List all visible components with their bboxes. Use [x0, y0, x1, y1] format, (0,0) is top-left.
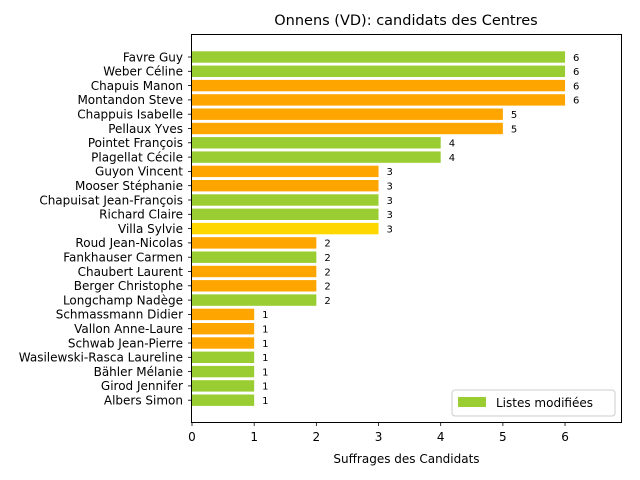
value-label: 3 — [387, 210, 393, 221]
y-tick-label: Berger Christophe — [74, 279, 183, 293]
value-label: 3 — [387, 182, 393, 193]
bar — [192, 94, 566, 106]
y-tick-label: Roud Jean-Nicolas — [75, 236, 183, 250]
bar — [192, 65, 566, 77]
y-tick-label: Longchamp Nadège — [63, 293, 183, 307]
bar — [192, 51, 566, 63]
x-tick-label: 1 — [250, 430, 258, 444]
value-label: 2 — [324, 253, 330, 264]
bars-group — [192, 51, 566, 406]
bar — [192, 380, 255, 392]
y-tick-label: Vallon Anne-Laure — [74, 322, 183, 336]
value-label: 2 — [324, 267, 330, 278]
x-axis: 0 1 2 3 4 5 6 — [188, 422, 569, 444]
bar — [192, 337, 255, 349]
value-labels: 6 6 6 6 5 5 4 4 3 3 3 3 3 2 2 2 2 2 1 1 1 1 1 1 1 — [262, 53, 579, 407]
bar — [192, 308, 255, 321]
y-tick-label: Schwab Jean-Pierre — [68, 336, 183, 350]
y-tick-label: Pointet François — [88, 136, 183, 150]
y-tick-label: Chapuisat Jean-François — [39, 193, 183, 207]
bar — [192, 122, 503, 135]
y-tick-label: Villa Sylvie — [118, 222, 183, 236]
value-label: 1 — [262, 325, 268, 336]
value-label: 1 — [262, 367, 268, 378]
bar — [192, 351, 255, 363]
y-tick-label: Wasilewski-Rasca Laureline — [19, 351, 183, 365]
chart-title: Onnens (VD): candidats des Centres — [274, 13, 538, 29]
y-tick-label: Favre Guy — [123, 50, 183, 64]
value-label: 2 — [324, 296, 330, 307]
value-label: 2 — [324, 282, 330, 293]
value-label: 2 — [324, 239, 330, 250]
plot-frame — [191, 34, 622, 423]
y-tick-label: Chaubert Laurent — [78, 265, 184, 279]
value-label: 6 — [573, 53, 579, 64]
legend-swatch — [458, 397, 486, 407]
legend-frame — [451, 389, 616, 417]
value-label: 1 — [262, 382, 268, 393]
value-label: 4 — [449, 153, 455, 164]
bar — [192, 265, 317, 278]
y-tick-label: Weber Céline — [103, 65, 183, 79]
x-axis-label: Suffrages des Candidats — [333, 452, 479, 466]
bar — [192, 394, 255, 406]
x-tick-label: 5 — [499, 430, 507, 444]
x-tick-label: 2 — [313, 430, 321, 444]
x-tick-label: 6 — [561, 430, 569, 444]
bar — [192, 365, 255, 378]
value-label: 6 — [573, 81, 579, 92]
bar — [192, 251, 317, 263]
x-tick-label: 3 — [375, 430, 383, 444]
y-tick-label: Bähler Mélanie — [94, 365, 183, 379]
value-label: 5 — [511, 110, 517, 121]
y-tick-label: Plagellat Cécile — [91, 150, 183, 164]
bar — [192, 180, 379, 192]
bar — [192, 208, 379, 220]
y-tick-label: Girod Jennifer — [101, 379, 183, 393]
y-tick-label: Chapuis Manon — [91, 79, 183, 93]
value-label: 1 — [262, 310, 268, 321]
y-tick-label: Guyon Vincent — [95, 165, 183, 179]
bar — [192, 237, 317, 249]
y-tick-label: Chappuis Isabelle — [77, 108, 183, 122]
y-tick-label: Albers Simon — [104, 394, 183, 408]
value-label: 1 — [262, 396, 268, 407]
value-label: 3 — [387, 167, 393, 178]
bar — [192, 323, 255, 335]
legend-label: Listes modifiées — [496, 396, 593, 410]
y-tick-label: Richard Claire — [99, 208, 183, 222]
y-tick-label: Pellaux Yves — [108, 122, 183, 136]
x-tick-label: 4 — [437, 430, 445, 444]
bar — [192, 222, 379, 235]
value-label: 4 — [449, 139, 455, 150]
bar — [192, 79, 566, 92]
legend: Listes modifiées — [451, 389, 616, 417]
x-tick-label: 0 — [188, 430, 196, 444]
y-tick-label: Mooser Stéphanie — [75, 179, 183, 193]
bar — [192, 165, 379, 178]
y-tick-label: Schmassmann Didier — [56, 308, 183, 322]
value-label: 1 — [262, 339, 268, 350]
value-label: 1 — [262, 353, 268, 364]
value-label: 5 — [511, 124, 517, 135]
y-tick-label: Fankhauser Carmen — [63, 251, 183, 265]
value-label: 3 — [387, 224, 393, 235]
bar — [192, 294, 317, 306]
value-label: 6 — [573, 67, 579, 78]
y-tick-label: Montandon Steve — [77, 93, 183, 107]
bar — [192, 137, 441, 149]
value-label: 6 — [573, 96, 579, 107]
value-label: 3 — [387, 196, 393, 207]
bar — [192, 194, 379, 206]
bar — [192, 108, 503, 120]
bar — [192, 280, 317, 292]
bar — [192, 151, 441, 163]
